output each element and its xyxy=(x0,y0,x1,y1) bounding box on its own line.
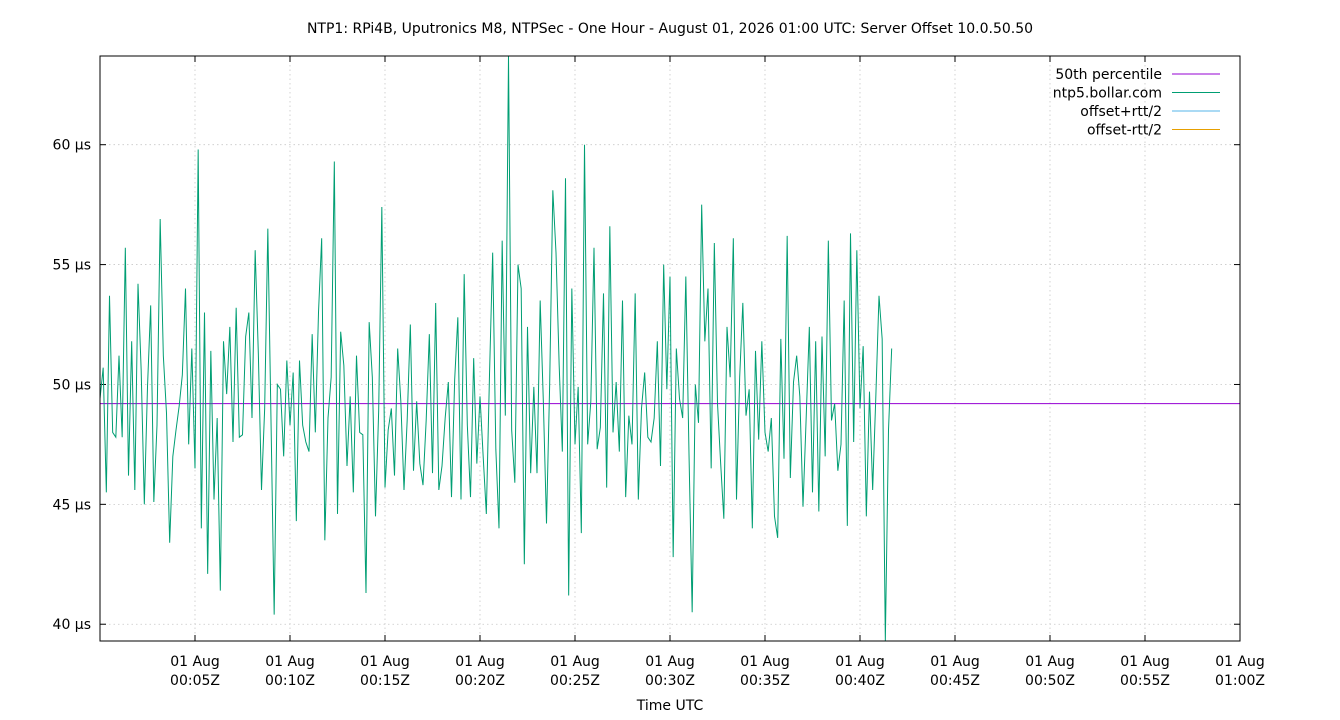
x-tick-label-time: 00:35Z xyxy=(740,673,790,689)
y-axis-ticks: 40 µs 45 µs 50 µs 55 µs 60 µs xyxy=(53,138,1240,633)
x-tick-label-date: 01 Aug xyxy=(1025,654,1075,670)
x-axis-ticks: 01 Aug 00:05Z 01 Aug 00:10Z 01 Aug 00:15Z 01 A… xyxy=(170,56,1265,689)
x-axis-label: Time UTC xyxy=(636,698,704,714)
legend: 50th percentile ntp5.bollar.com offset+rtt… xyxy=(1053,67,1220,139)
y-tick-label: 40 µs xyxy=(53,617,91,633)
x-tick-label-time: 00:55Z xyxy=(1120,673,1170,689)
y-tick-label: 45 µs xyxy=(53,497,91,513)
plot-frame xyxy=(99,55,1241,642)
x-tick-label-date: 01 Aug xyxy=(1120,654,1170,670)
legend-label: offset+rtt/2 xyxy=(1080,104,1162,120)
x-tick-label-date: 01 Aug xyxy=(360,654,410,670)
x-tick-label-date: 01 Aug xyxy=(930,654,980,670)
x-tick-label-time: 00:05Z xyxy=(170,673,220,689)
x-tick-label-time: 00:50Z xyxy=(1025,673,1075,689)
x-tick-label-date: 01 Aug xyxy=(1215,654,1265,670)
x-tick-label-time: 00:20Z xyxy=(455,673,505,689)
legend-label: ntp5.bollar.com xyxy=(1053,86,1162,102)
x-tick-label-time: 00:10Z xyxy=(265,673,315,689)
x-tick-label-time: 01:00Z xyxy=(1215,673,1265,689)
x-tick-label-date: 01 Aug xyxy=(550,654,600,670)
x-tick-label-date: 01 Aug xyxy=(265,654,315,670)
series-line-ntp5 xyxy=(99,55,893,642)
x-tick-label-date: 01 Aug xyxy=(740,654,790,670)
x-tick-label-date: 01 Aug xyxy=(835,654,885,670)
y-tick-label: 50 µs xyxy=(53,377,91,393)
y-tick-label: 60 µs xyxy=(53,138,91,154)
grid-lines xyxy=(100,56,1241,641)
legend-label: offset-rtt/2 xyxy=(1087,123,1162,139)
x-tick-label-time: 00:45Z xyxy=(930,673,980,689)
x-tick-label-date: 01 Aug xyxy=(455,654,505,670)
x-tick-label-date: 01 Aug xyxy=(170,654,220,670)
x-tick-label-time: 00:30Z xyxy=(645,673,695,689)
chart-title: NTP1: RPi4B, Uputronics M8, NTPSec - One… xyxy=(306,21,1034,37)
y-tick-label: 55 µs xyxy=(53,258,91,274)
x-tick-label-time: 00:25Z xyxy=(550,673,600,689)
series-lines xyxy=(99,55,1240,642)
x-tick-label-time: 00:40Z xyxy=(835,673,885,689)
x-tick-label-time: 00:15Z xyxy=(360,673,410,689)
legend-label: 50th percentile xyxy=(1055,67,1162,83)
x-tick-label-date: 01 Aug xyxy=(645,654,695,670)
